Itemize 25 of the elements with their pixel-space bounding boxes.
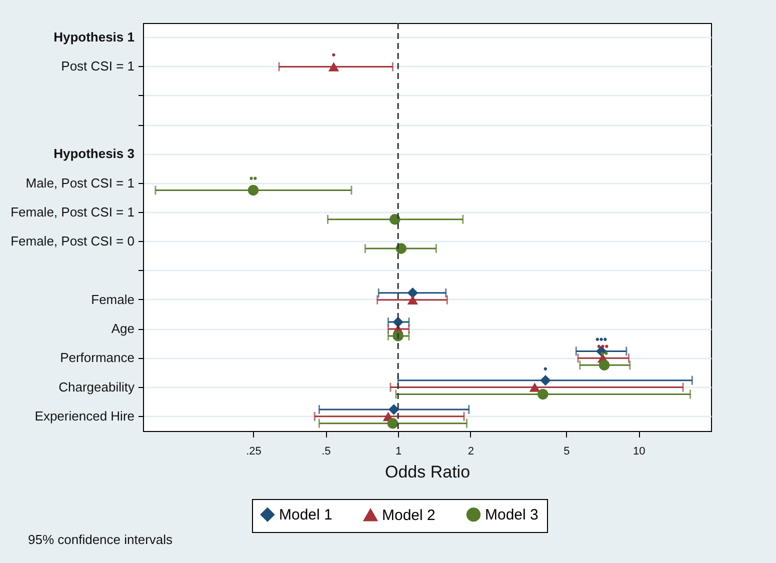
y-tick-label: Female, Post CSI = 1 (10, 204, 134, 220)
legend-label: Model 3 (485, 506, 538, 524)
x-tick-label: .25 (246, 446, 262, 458)
y-tick-label: Age (111, 321, 134, 336)
x-axis-title: Odds Ratio (384, 462, 470, 482)
y-tick-label: Hypothesis 1 (54, 30, 134, 45)
legend-label: Model 1 (279, 506, 332, 524)
y-tick-label: Hypothesis 3 (54, 146, 134, 162)
x-tick-label: 5 (564, 446, 570, 458)
y-tick-label: Male, Post CSI = 1 (26, 175, 134, 190)
data-label: • (544, 363, 548, 376)
y-tick-label: Chargeability (58, 379, 135, 394)
y-tick-label: Experienced Hire (34, 408, 134, 424)
x-tick-label: 1 (396, 446, 402, 458)
y-tick-label: Female (91, 292, 134, 307)
data-label: •• (249, 173, 258, 186)
x-tick-label: .5 (322, 446, 331, 458)
x-tick-label: 10 (632, 446, 646, 458)
text: 95% confidence intervals (28, 532, 173, 547)
legend-label: Model 2 (382, 507, 436, 524)
y-tick-label: Performance (60, 350, 134, 366)
data-label: • (332, 50, 336, 62)
x-tick-label: 2 (468, 446, 474, 458)
y-tick-label: Female, Post CSI = 0 (10, 234, 134, 249)
y-tick-label: Post CSI = 1 (61, 58, 134, 74)
